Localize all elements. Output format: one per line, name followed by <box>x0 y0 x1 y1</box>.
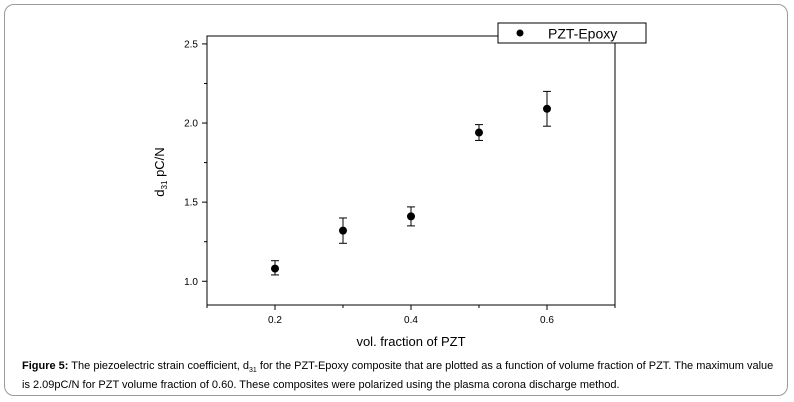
y-tick-label: 1.5 <box>184 198 198 209</box>
figure-caption: Figure 5: The piezoelectric strain coeff… <box>22 359 774 392</box>
caption-label: Figure 5: <box>22 360 69 372</box>
x-tick-label: 0.6 <box>540 315 554 326</box>
data-point <box>271 264 279 273</box>
y-tick-label: 2.5 <box>184 39 198 50</box>
data-point <box>407 212 415 221</box>
y-tick-label: 2.0 <box>184 119 198 130</box>
caption-text-after: for the PZT-Epoxy composite that are plo… <box>22 360 774 392</box>
caption-subscript: 31 <box>249 367 257 375</box>
legend-marker <box>516 29 524 37</box>
x-axis-label: vol. fraction of PZT <box>356 334 465 349</box>
y-tick-label: 1.0 <box>184 277 198 288</box>
legend: PZT-Epoxy <box>497 22 647 44</box>
caption-text-before: The piezoelectric strain coefficient, d <box>68 360 250 372</box>
x-axis: 0.2 0.4 0.6 <box>206 305 616 326</box>
plot-area <box>206 35 616 306</box>
axes-frame <box>206 35 616 306</box>
data-point <box>543 104 551 113</box>
data-series <box>271 90 551 276</box>
y-axis-label: d31 pC/N <box>152 147 169 196</box>
x-tick-label: 0.2 <box>268 315 282 326</box>
data-point <box>475 128 483 137</box>
data-point <box>339 226 347 235</box>
legend-box <box>497 22 647 44</box>
legend-label: PZT-Epoxy <box>548 26 617 42</box>
x-tick-label: 0.4 <box>404 315 418 326</box>
figure-frame <box>4 4 788 396</box>
y-axis: 1.0 1.5 2.0 2.5 <box>184 39 207 288</box>
